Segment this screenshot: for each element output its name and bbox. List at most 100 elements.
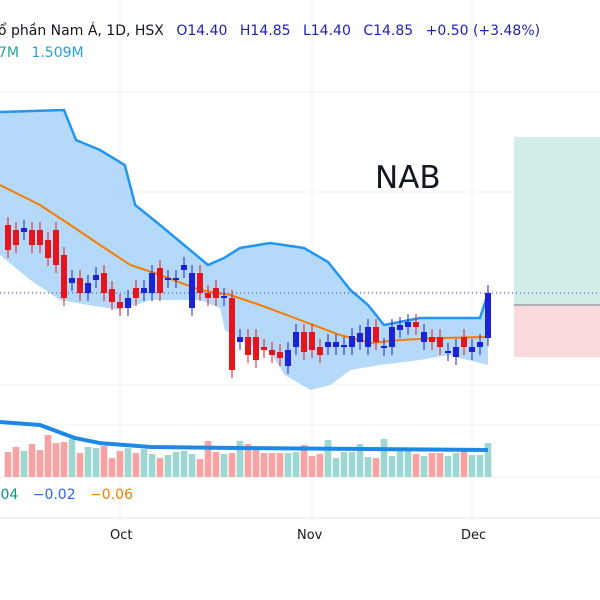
volume-bar: [412, 453, 420, 477]
candle-body: [277, 352, 283, 358]
candle-body: [413, 322, 419, 327]
volume-bar: [428, 453, 436, 477]
candle-body: [133, 288, 139, 298]
volume-bar: [252, 447, 260, 477]
volume-bar: [60, 442, 68, 477]
candle-body: [253, 337, 259, 360]
volume-bar: [124, 448, 132, 477]
candle-body: [429, 337, 435, 342]
candle-body: [405, 322, 411, 327]
candle-body: [229, 298, 235, 370]
candle-body: [53, 230, 59, 265]
candle-body: [485, 293, 491, 338]
volume-bar: [404, 450, 412, 477]
volume-bar: [180, 450, 188, 477]
volume-bar: [436, 453, 444, 477]
volume-bar: [28, 443, 36, 477]
volume-bar: [76, 453, 84, 477]
volume-bar: [4, 452, 12, 477]
candle-body: [301, 332, 307, 352]
stop-zone: [514, 305, 600, 357]
volume-bar: [52, 443, 60, 477]
volume-bar: [340, 452, 348, 477]
candle-body: [397, 325, 403, 330]
candle-body: [381, 346, 387, 348]
candle-body: [101, 273, 107, 293]
candle-body: [477, 342, 483, 347]
volume-bar: [468, 455, 476, 477]
x-tick-oct: Oct: [110, 528, 133, 543]
volume-bar: [396, 450, 404, 477]
volume-bar: [156, 458, 164, 477]
symbol-watermark: NAB: [375, 160, 441, 196]
volume-bar: [372, 458, 380, 477]
volume-bar: [148, 453, 156, 477]
volume-bar: [284, 453, 292, 477]
candle-body: [389, 327, 395, 347]
indicator-value-2: −0.02: [32, 487, 76, 503]
volume-bar: [452, 453, 460, 477]
volume-bar: [12, 447, 20, 477]
candle-body: [245, 337, 251, 355]
close-value: C14.85: [363, 23, 414, 39]
symbol-legend: ổ phần Nam Á, 1D, HSX O14.40 H14.85 L14.…: [0, 23, 540, 39]
volume-bar: [316, 453, 324, 477]
candle-body: [149, 273, 155, 293]
candle-body: [85, 283, 91, 293]
volume-bar: [220, 453, 228, 477]
candle-body: [349, 336, 355, 347]
volume-bar: [132, 453, 140, 477]
volume-bar: [172, 452, 180, 477]
candle-body: [221, 296, 227, 298]
candle-body: [21, 228, 27, 232]
open-value: O14.40: [176, 23, 228, 39]
x-tick-nov: Nov: [297, 528, 323, 543]
volume-bar: [20, 450, 28, 477]
volume-ma-value: 1.509M: [31, 45, 84, 61]
volume-bar: [276, 453, 284, 477]
candle-body: [61, 255, 67, 298]
volume-bar: [356, 443, 364, 477]
candle-body: [93, 275, 99, 280]
candle-body: [165, 278, 171, 280]
volume-bar: [116, 450, 124, 477]
volume-bar: [460, 450, 468, 477]
volume-bar: [188, 453, 196, 477]
volume-bar: [236, 440, 244, 477]
candle-body: [437, 337, 443, 347]
volume-bar: [420, 455, 428, 477]
candle-body: [109, 289, 115, 302]
candle-body: [213, 288, 219, 298]
volume-bar: [68, 438, 76, 477]
volume-bar: [260, 453, 268, 477]
volume-bar: [484, 443, 492, 477]
volume-bar: [388, 455, 396, 477]
candle-body: [237, 337, 243, 342]
candle-body: [37, 230, 43, 245]
candle-body: [365, 327, 371, 347]
volume-bar: [292, 452, 300, 477]
candle-body: [317, 347, 323, 355]
volume-ma-line: [0, 420, 489, 453]
change-value: +0.50 (+3.48%): [425, 23, 541, 39]
volume-legend: 7M 1.509M: [0, 45, 92, 61]
candle-body: [469, 347, 475, 352]
candle-body: [69, 278, 75, 283]
volume-bar: [204, 440, 212, 477]
symbol-title: ổ phần Nam Á, 1D, HSX: [0, 23, 164, 39]
indicator-value-3: −0.06: [90, 487, 133, 503]
bollinger-upper-line: [0, 108, 490, 327]
volume-bar: [212, 452, 220, 477]
candle-body: [141, 288, 147, 293]
candle-body: [125, 298, 131, 308]
candle-body: [205, 293, 211, 298]
candle-body: [261, 347, 267, 350]
candle-body: [5, 225, 11, 250]
candle-body: [197, 273, 203, 293]
candle-body: [29, 230, 35, 245]
volume-bar: [380, 438, 388, 477]
candle-body: [13, 230, 19, 245]
candle-body: [373, 327, 379, 342]
